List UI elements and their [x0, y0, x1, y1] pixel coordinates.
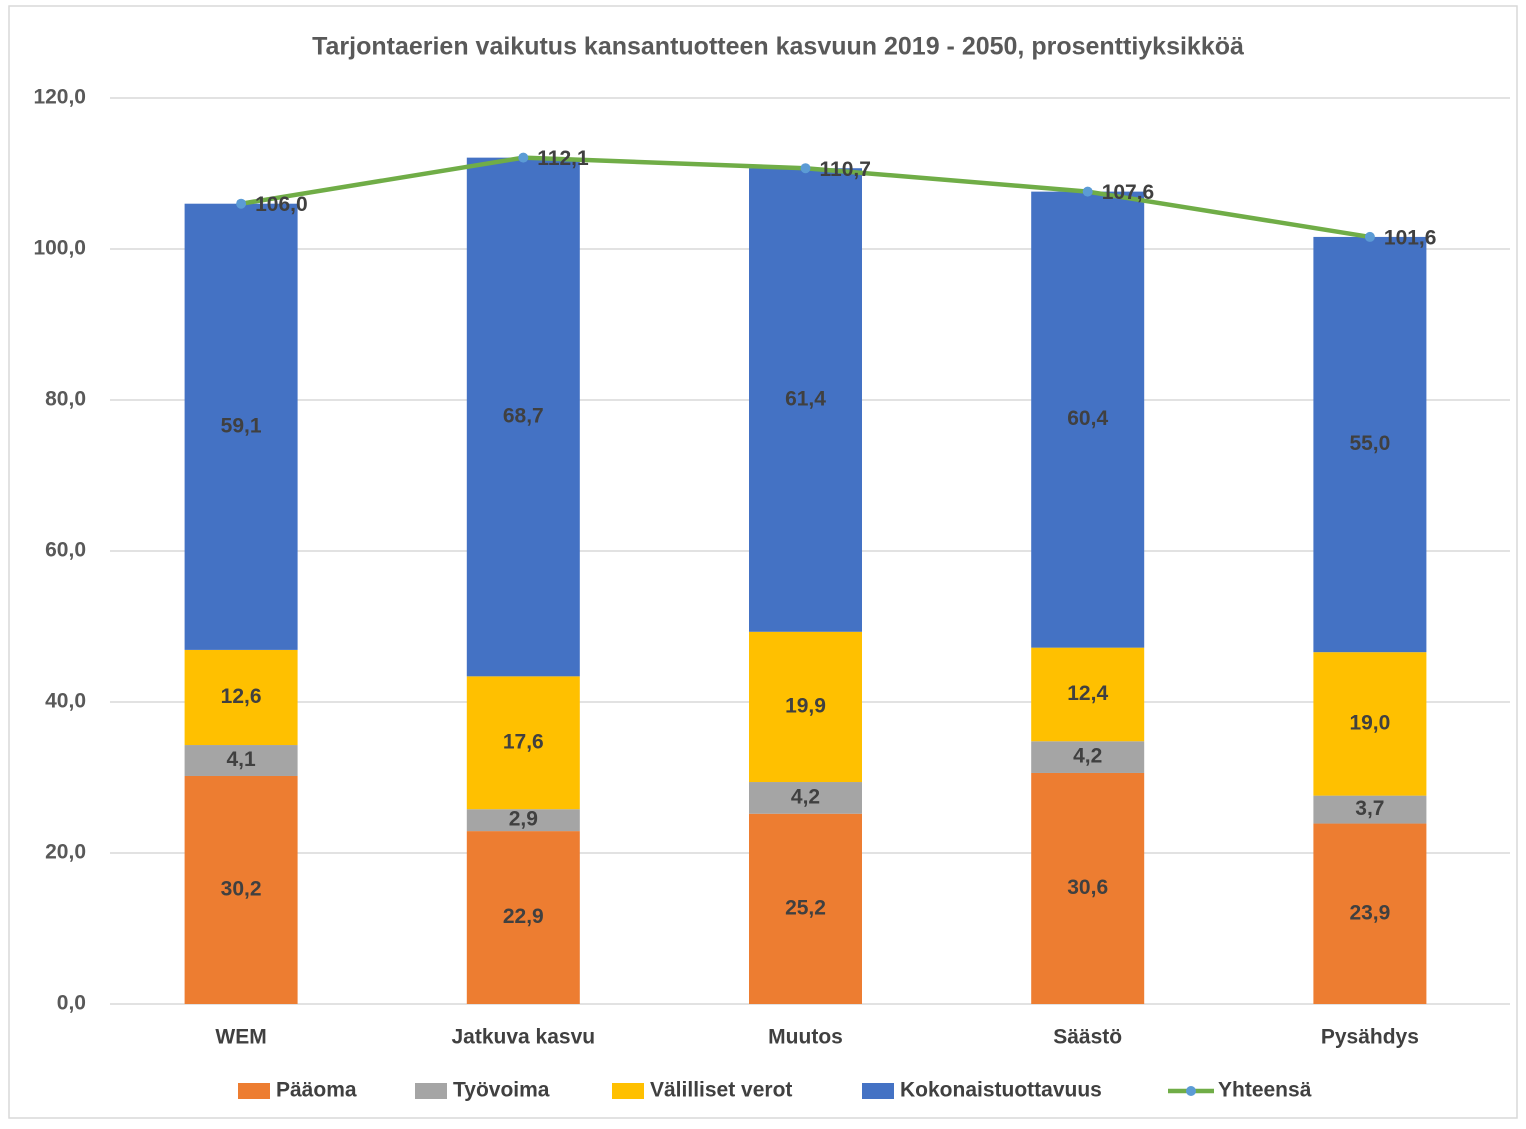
y-tick-label: 80,0	[45, 388, 86, 411]
data-label: 4,2	[1073, 745, 1102, 768]
legend-label: Työvoima	[453, 1079, 550, 1102]
data-label: 106,0	[255, 193, 308, 216]
bar-segment	[1313, 795, 1427, 824]
y-tick-label: 0,0	[57, 992, 86, 1015]
bar-segment	[184, 203, 298, 650]
bar-segment	[1031, 741, 1145, 773]
y-tick-label: 40,0	[45, 690, 86, 713]
line-marker	[236, 198, 247, 209]
data-label: 30,6	[1067, 876, 1108, 899]
data-label: 60,4	[1067, 407, 1108, 430]
data-label: 19,0	[1349, 711, 1390, 734]
bar-segment	[1313, 236, 1427, 653]
bar-segment	[184, 745, 298, 776]
data-label: 17,6	[503, 730, 544, 753]
bar-segment	[466, 157, 580, 677]
data-label: 68,7	[503, 405, 544, 428]
bar-segment	[1031, 647, 1145, 742]
bar-segment	[749, 782, 862, 814]
data-label: 4,2	[791, 785, 820, 808]
data-label: 61,4	[785, 388, 826, 411]
bar-segment	[184, 649, 298, 746]
legend-label: Kokonaistuottavuus	[900, 1079, 1102, 1102]
data-label: 19,9	[785, 694, 826, 717]
legend-swatch	[238, 1083, 270, 1099]
data-label: 101,6	[1384, 226, 1437, 249]
data-label: 55,0	[1349, 432, 1390, 455]
y-tick-label: 100,0	[33, 237, 86, 260]
bar-segment	[749, 631, 862, 783]
legend-marker	[1186, 1086, 1196, 1096]
data-label: 22,9	[503, 905, 544, 928]
bar-segment	[184, 775, 298, 1004]
data-label: 4,1	[226, 748, 256, 771]
line-marker	[1364, 231, 1375, 242]
legend-swatch	[862, 1083, 894, 1099]
y-tick-label: 120,0	[33, 86, 86, 109]
data-label: 107,6	[1102, 181, 1155, 204]
data-label: 3,7	[1355, 797, 1384, 820]
y-tick-label: 60,0	[45, 539, 86, 562]
x-tick-label: Säästö	[1053, 1026, 1122, 1049]
legend-label: Yhteensä	[1218, 1079, 1312, 1102]
legend-swatch	[415, 1083, 447, 1099]
line-marker	[800, 163, 811, 174]
data-label: 59,1	[221, 414, 262, 437]
chart-title: Tarjontaerien vaikutus kansantuotteen ka…	[312, 33, 1244, 61]
bar-segment	[1031, 191, 1145, 648]
data-label: 2,9	[509, 808, 538, 831]
legend-label: Välilliset verot	[650, 1079, 792, 1102]
bar-segment	[466, 809, 580, 832]
legend-swatch	[612, 1083, 644, 1099]
data-label: 12,4	[1067, 682, 1108, 705]
y-tick-label: 20,0	[45, 841, 86, 864]
line-marker	[1082, 186, 1093, 197]
bar-segment	[1031, 772, 1145, 1004]
bar-segment	[466, 676, 580, 810]
data-label: 25,2	[785, 896, 826, 919]
line-marker	[518, 152, 529, 163]
x-tick-label: Pysähdys	[1321, 1026, 1419, 1049]
bar-segment	[466, 831, 580, 1004]
bar-segment	[749, 168, 862, 632]
bar-segment	[1313, 823, 1427, 1004]
x-tick-label: Muutos	[768, 1026, 843, 1049]
data-label: 30,2	[221, 878, 262, 901]
data-label: 12,6	[221, 685, 262, 708]
bar-segment	[749, 813, 862, 1004]
data-label: 23,9	[1349, 901, 1390, 924]
data-label: 112,1	[537, 147, 589, 170]
x-tick-label: WEM	[215, 1026, 266, 1049]
x-tick-label: Jatkuva kasvu	[451, 1026, 595, 1049]
bar-segment	[1313, 652, 1427, 796]
legend-label: Pääoma	[276, 1079, 357, 1102]
data-label: 110,7	[820, 158, 871, 181]
